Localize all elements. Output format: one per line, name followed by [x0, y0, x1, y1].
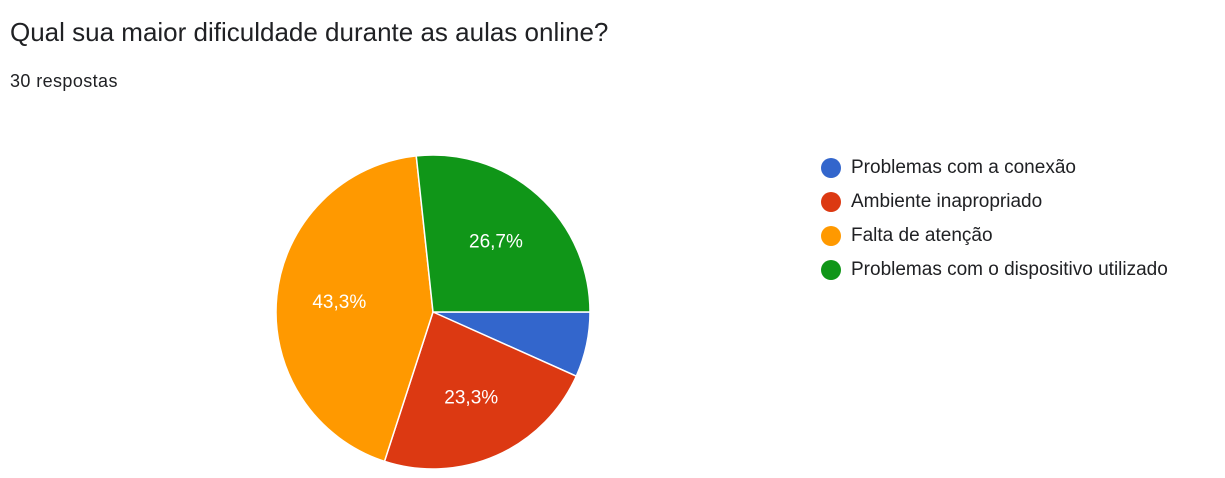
chart-legend: Problemas com a conexão Ambiente inapropr…: [821, 151, 1168, 287]
slice-label-4: 26,7%: [469, 231, 523, 252]
legend-swatch-icon: [821, 192, 841, 212]
legend-swatch-icon: [821, 158, 841, 178]
legend-swatch-icon: [821, 260, 841, 280]
legend-label: Ambiente inapropriado: [851, 191, 1043, 212]
legend-item-1[interactable]: Problemas com a conexão: [821, 151, 1168, 185]
pie-slice-3[interactable]: [275, 155, 434, 463]
legend-label: Falta de atenção: [851, 225, 993, 246]
pie-slice-2[interactable]: [383, 310, 578, 470]
slice-label-2: 23,3%: [444, 388, 498, 409]
legend-item-2[interactable]: Ambiente inapropriado: [821, 185, 1168, 219]
legend-label: Problemas com a conexão: [851, 157, 1076, 178]
pie-slice-4[interactable]: [415, 154, 591, 313]
legend-swatch-icon: [821, 226, 841, 246]
slice-label-3: 43,3%: [312, 292, 366, 313]
legend-label: Problemas com o dispositivo utilizado: [851, 259, 1168, 280]
chart-title: Qual sua maior dificuldade durante as au…: [10, 17, 609, 47]
legend-item-3[interactable]: Falta de atenção: [821, 219, 1168, 253]
response-count: 30 respostas: [10, 71, 118, 91]
legend-item-4[interactable]: Problemas com o dispositivo utilizado: [821, 253, 1168, 287]
